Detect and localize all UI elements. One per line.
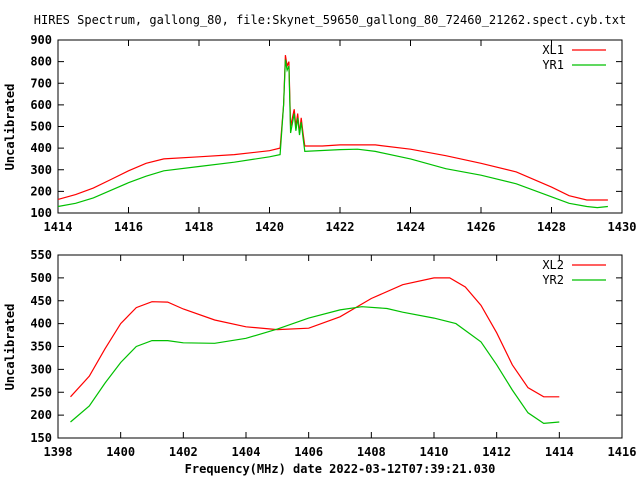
y-tick-label: 500: [30, 120, 52, 134]
legend-label: XL2: [542, 258, 564, 272]
series-line-yr2: [70, 306, 560, 425]
legend-label: YR2: [542, 273, 564, 287]
plot-frame: [57, 39, 623, 214]
chart-title: HIRES Spectrum, gallong_80, file:Skynet_…: [34, 13, 626, 27]
y-tick-label: 400: [30, 141, 52, 155]
x-tick-label: 1424: [396, 220, 425, 234]
series-line-yr1: [57, 59, 608, 209]
x-tick-label: 1404: [232, 445, 261, 459]
y-tick-label: 200: [30, 408, 52, 422]
x-tick-label: 1410: [420, 445, 449, 459]
legend-label: XL1: [542, 43, 564, 57]
y-tick-label: 350: [30, 340, 52, 354]
x-tick-label: 1416: [608, 445, 637, 459]
y-tick-label: 700: [30, 76, 52, 90]
y-tick-label: 800: [30, 55, 52, 69]
y-tick-label: 450: [30, 294, 52, 308]
series-line-xl2: [70, 277, 560, 398]
x-tick-label: 1418: [185, 220, 214, 234]
x-tick-label: 1398: [44, 445, 73, 459]
legend-label: YR1: [542, 58, 564, 72]
y-tick-label: 550: [30, 248, 52, 262]
x-tick-label: 1420: [255, 220, 284, 234]
x-tick-label: 1414: [545, 445, 574, 459]
y-tick-label: 300: [30, 163, 52, 177]
y-axis-label: Uncalibrated: [3, 84, 17, 171]
x-tick-label: 1402: [169, 445, 198, 459]
x-tick-label: 1400: [106, 445, 135, 459]
x-tick-label: 1422: [326, 220, 355, 234]
y-tick-label: 200: [30, 184, 52, 198]
y-tick-label: 600: [30, 98, 52, 112]
y-tick-label: 900: [30, 33, 52, 47]
x-tick-label: 1406: [294, 445, 323, 459]
x-tick-label: 1408: [357, 445, 386, 459]
x-tick-label: 1412: [482, 445, 511, 459]
y-tick-label: 150: [30, 431, 52, 445]
y-tick-label: 250: [30, 385, 52, 399]
x-tick-label: 1430: [608, 220, 637, 234]
x-tick-label: 1428: [537, 220, 566, 234]
panel-top: 1414 1416 1418 1420 1422 1424 1426 1428 1430 100 2…: [3, 33, 636, 234]
y-tick-label: 100: [30, 206, 52, 220]
x-tick-label: 1426: [467, 220, 496, 234]
y-tick-label: 500: [30, 271, 52, 285]
x-tick-label: 1414: [44, 220, 73, 234]
y-tick-label: 300: [30, 362, 52, 376]
x-tick-label: 1416: [114, 220, 143, 234]
y-axis-label: Uncalibrated: [3, 304, 17, 391]
y-tick-label: 400: [30, 317, 52, 331]
plot-frame: [57, 254, 623, 439]
x-axis-label: Frequency(MHz) date 2022-03-12T07:39:21.…: [185, 462, 496, 476]
panel-bottom: 1398 1400 1402 1404 1406 1408 1410 1412 1414 1416…: [3, 248, 636, 476]
